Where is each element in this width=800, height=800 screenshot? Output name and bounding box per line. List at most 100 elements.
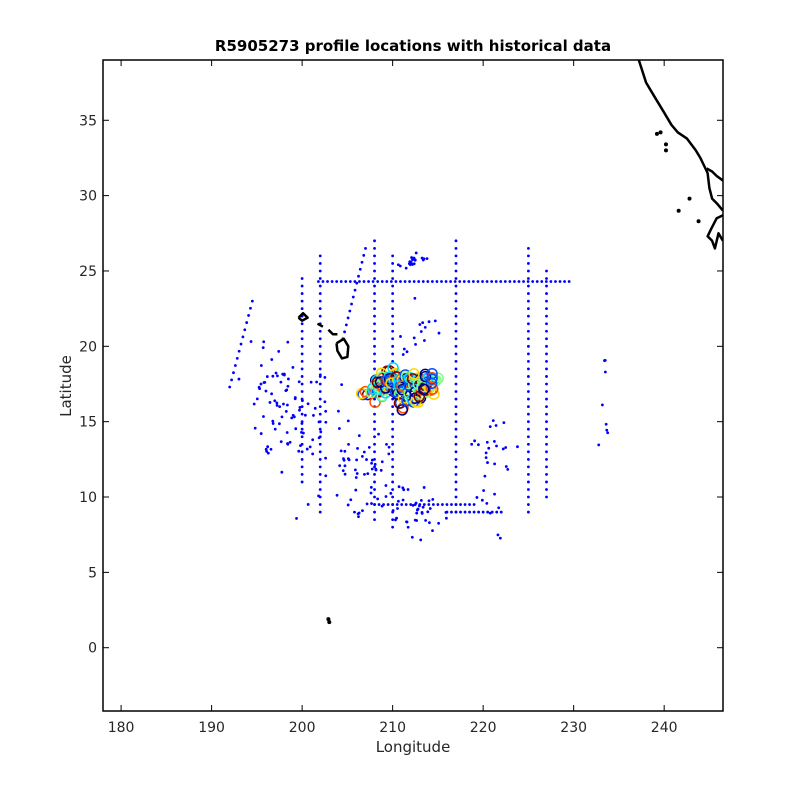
historical-point	[485, 440, 489, 444]
historical-point	[516, 445, 519, 449]
historical-point	[300, 307, 304, 311]
historical-point	[300, 329, 304, 333]
historical-point	[482, 489, 486, 492]
historical-point	[373, 344, 376, 348]
historical-point	[545, 390, 548, 393]
historical-point	[412, 280, 416, 283]
historical-point	[300, 292, 304, 295]
historical-point	[527, 427, 530, 431]
historical-point	[373, 307, 376, 311]
historical-point	[250, 299, 254, 303]
historical-point	[318, 277, 322, 280]
historical-point	[343, 449, 347, 453]
historical-point	[290, 416, 294, 420]
historical-point	[354, 488, 358, 492]
historical-point	[454, 503, 458, 506]
historical-point	[318, 442, 322, 446]
y-tick-label: 10	[79, 490, 97, 506]
historical-point	[262, 415, 265, 418]
historical-point	[444, 280, 448, 283]
historical-point	[486, 510, 490, 514]
historical-point	[376, 280, 380, 283]
historical-point	[341, 469, 345, 473]
historical-point	[600, 403, 604, 407]
historical-point	[379, 468, 383, 472]
historical-point	[286, 384, 290, 388]
historical-point	[358, 267, 362, 271]
historical-point	[391, 457, 395, 461]
historical-point	[454, 488, 458, 491]
historical-point	[391, 473, 395, 476]
historical-point	[508, 280, 512, 283]
historical-point	[346, 316, 350, 320]
historical-point	[484, 456, 488, 460]
historical-point	[527, 405, 530, 408]
coastline-islet	[658, 130, 663, 135]
historical-point	[391, 307, 395, 311]
historical-point	[545, 367, 548, 371]
coastline-islet	[663, 148, 668, 153]
historical-point	[454, 314, 458, 318]
historical-point	[419, 499, 423, 502]
historical-point	[494, 280, 498, 283]
historical-point	[495, 444, 498, 448]
historical-point	[472, 503, 476, 506]
coastline	[316, 322, 324, 328]
historical-point	[445, 503, 449, 506]
historical-point	[496, 533, 500, 537]
x-tick-label: 220	[470, 720, 497, 736]
historical-point	[527, 367, 530, 371]
historical-point	[545, 480, 548, 484]
historical-point	[354, 476, 358, 479]
historical-point	[309, 380, 313, 384]
historical-point	[545, 435, 548, 439]
historical-point	[391, 412, 395, 416]
profile-location-marker	[396, 380, 408, 392]
historical-point	[444, 510, 448, 514]
historical-point	[373, 269, 376, 273]
historical-point	[504, 446, 508, 449]
y-axis-label: Latitude	[57, 355, 75, 417]
historical-point	[454, 435, 458, 439]
y-tick-label: 25	[79, 264, 97, 280]
historical-point	[412, 336, 416, 340]
historical-point	[300, 299, 304, 303]
historical-point	[318, 284, 322, 288]
historical-point	[527, 510, 530, 514]
historical-point	[318, 473, 322, 476]
historical-point	[527, 480, 530, 484]
historical-point	[400, 503, 404, 506]
historical-point	[604, 422, 608, 426]
historical-point	[235, 356, 239, 360]
historical-point	[415, 511, 419, 515]
historical-point	[391, 344, 395, 348]
historical-point	[373, 480, 376, 484]
historical-point	[545, 405, 548, 408]
historical-point	[527, 277, 530, 280]
historical-point	[527, 382, 530, 386]
historical-point	[318, 337, 322, 341]
historical-point	[527, 307, 530, 311]
historical-point	[527, 344, 530, 348]
historical-point	[391, 427, 395, 431]
historical-point	[362, 450, 366, 454]
historical-point	[513, 280, 516, 283]
historical-point	[300, 473, 304, 476]
historical-point	[424, 519, 427, 522]
historical-point	[318, 344, 322, 348]
historical-point	[343, 464, 347, 468]
historical-point	[258, 387, 262, 391]
historical-point	[353, 280, 357, 283]
historical-point	[485, 280, 489, 283]
historical-point	[486, 461, 489, 464]
historical-point	[454, 442, 458, 446]
historical-point	[318, 307, 322, 311]
historical-point	[527, 352, 530, 356]
historical-point	[545, 269, 548, 273]
historical-point	[425, 257, 429, 261]
historical-point	[355, 281, 359, 285]
chart-title: R5905273 profile locations with historic…	[215, 37, 611, 55]
historical-point	[391, 488, 395, 491]
historical-point	[450, 503, 453, 506]
historical-point	[369, 485, 373, 489]
